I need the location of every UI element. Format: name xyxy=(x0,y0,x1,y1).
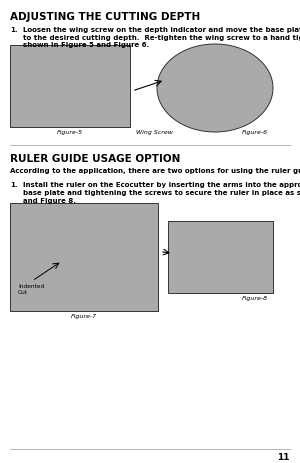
Text: Figure-5: Figure-5 xyxy=(57,130,83,135)
Text: Loosen the wing screw on the depth indicator and move the base plate up or down
: Loosen the wing screw on the depth indic… xyxy=(23,27,300,49)
Text: Indented
Cut: Indented Cut xyxy=(18,283,44,294)
Text: Wing Screw: Wing Screw xyxy=(136,130,173,135)
Text: 11: 11 xyxy=(278,452,290,461)
Text: 1.: 1. xyxy=(10,27,18,33)
Text: ADJUSTING THE CUTTING DEPTH: ADJUSTING THE CUTTING DEPTH xyxy=(10,12,200,22)
Text: Figure-6: Figure-6 xyxy=(242,130,268,135)
Text: 1.: 1. xyxy=(10,181,18,188)
Bar xyxy=(10,204,158,311)
Text: Figure-8: Figure-8 xyxy=(242,295,268,300)
Bar xyxy=(10,46,130,128)
Text: According to the application, there are two options for using the ruler guide.: According to the application, there are … xyxy=(10,168,300,174)
Text: Install the ruler on the Ecocutter by inserting the arms into the appropriate sl: Install the ruler on the Ecocutter by in… xyxy=(23,181,300,203)
Text: Figure-7: Figure-7 xyxy=(71,313,97,319)
Text: RULER GUIDE USAGE OPTION: RULER GUIDE USAGE OPTION xyxy=(10,154,180,163)
Ellipse shape xyxy=(157,45,273,133)
Bar xyxy=(168,221,273,294)
